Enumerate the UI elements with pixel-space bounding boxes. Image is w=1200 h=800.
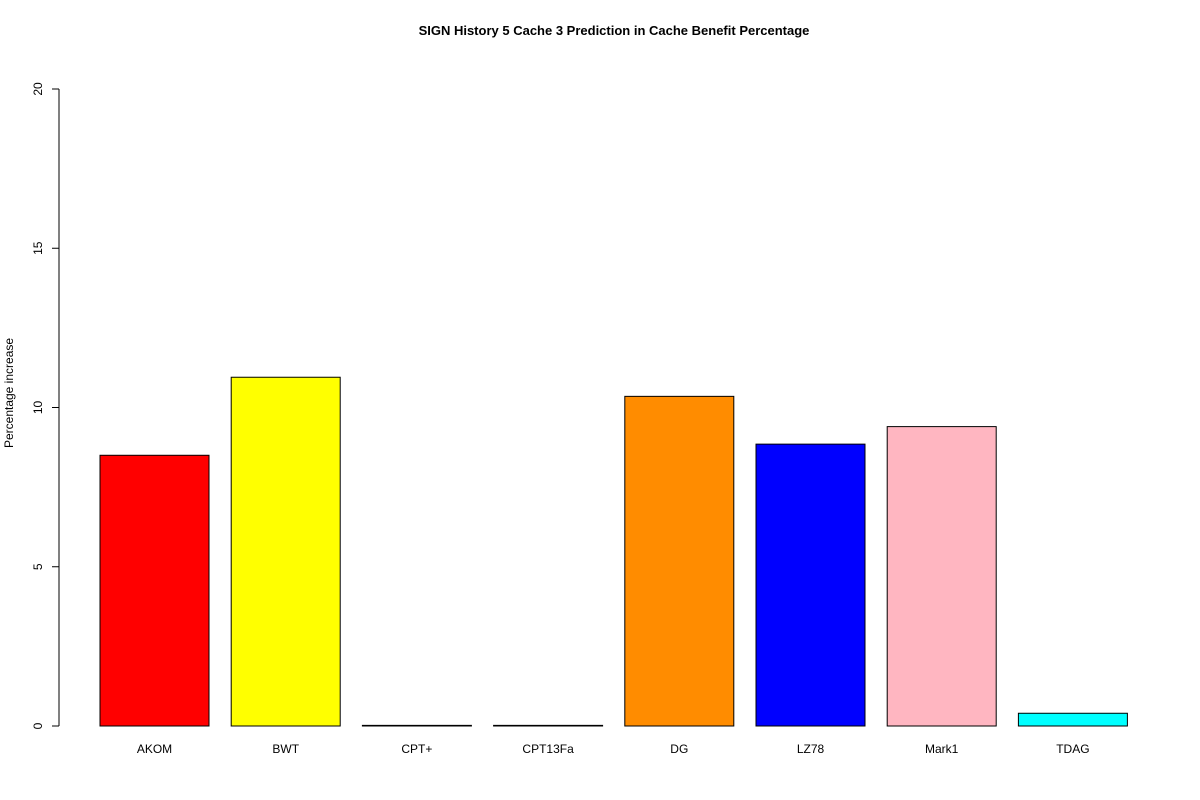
bar-bwt bbox=[230, 376, 341, 727]
y-axis: 0 5 10 15 20 bbox=[31, 82, 60, 729]
x-axis-labels: AKOM BWT CPT+ CPT13Fa DG LZ78 Mark1 TDAG bbox=[137, 742, 1090, 756]
y-axis-title: Percentage increase bbox=[2, 338, 16, 448]
chart-title: SIGN History 5 Cache 3 Prediction in Cac… bbox=[419, 23, 810, 38]
x-tick-label: CPT+ bbox=[401, 742, 432, 756]
bar-tdag bbox=[1017, 712, 1128, 727]
y-tick-label: 0 bbox=[31, 722, 45, 729]
x-tick-label: BWT bbox=[272, 742, 299, 756]
y-tick-label: 20 bbox=[31, 82, 45, 96]
bar-cpt13fa bbox=[493, 724, 604, 727]
x-tick-label: CPT13Fa bbox=[522, 742, 574, 756]
bar-cpt- bbox=[361, 724, 472, 727]
bars bbox=[99, 376, 1128, 727]
y-tick-label: 5 bbox=[31, 563, 45, 570]
bar-mark1 bbox=[886, 426, 997, 727]
x-tick-label: DG bbox=[670, 742, 688, 756]
y-tick-label: 10 bbox=[31, 401, 45, 415]
x-tick-label: TDAG bbox=[1056, 742, 1089, 756]
x-tick-label: LZ78 bbox=[797, 742, 825, 756]
bar-dg bbox=[624, 395, 735, 727]
x-tick-label: Mark1 bbox=[925, 742, 959, 756]
bar-lz78 bbox=[755, 443, 866, 727]
y-tick-label: 15 bbox=[31, 241, 45, 255]
bar-akom bbox=[99, 454, 210, 727]
x-tick-label: AKOM bbox=[137, 742, 172, 756]
